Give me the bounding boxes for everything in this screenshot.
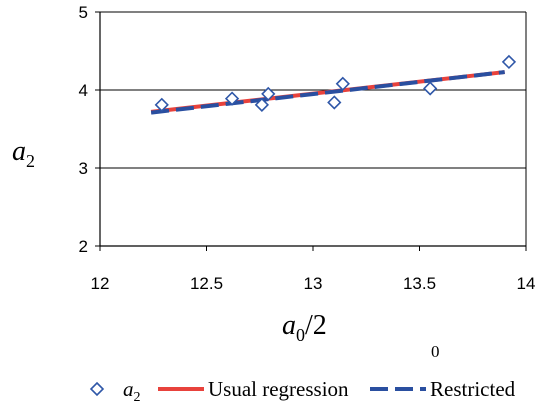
legend: a2 Usual regression Restricted (89, 377, 516, 405)
tick-labels: 2 3 4 5 12 12.5 13 13.5 14 (79, 3, 536, 293)
x-axis-stray-note: 0 (431, 342, 440, 361)
y-tick-label: 3 (79, 159, 88, 178)
grid-lines (100, 89, 526, 169)
regression-lines (150, 70, 505, 115)
data-point (423, 81, 438, 96)
data-point (224, 91, 240, 106)
series-line-restricted (150, 70, 505, 115)
data-point (501, 54, 517, 70)
data-points (154, 54, 517, 112)
legend-label-restricted: Restricted (430, 377, 516, 401)
y-tick-label: 4 (79, 81, 88, 100)
legend-label-usual: Usual regression (208, 377, 349, 401)
x-tick-label: 14 (517, 274, 536, 293)
data-point (327, 95, 342, 110)
data-point (154, 97, 169, 112)
y-axis-label: a2 (12, 136, 35, 171)
data-point (254, 97, 270, 112)
x-tick-label: 12 (91, 274, 110, 293)
x-axis-label: a0/2 (282, 310, 327, 345)
y-tick-label: 2 (79, 237, 88, 256)
y-tick-label: 5 (79, 3, 88, 22)
x-tick-label: 12.5 (190, 274, 223, 293)
data-point (335, 76, 350, 91)
legend-marker-a2 (89, 381, 105, 397)
axes (95, 11, 527, 251)
data-point (261, 86, 276, 102)
x-tick-label: 13.5 (403, 274, 436, 293)
legend-label-a2: a2 (123, 377, 141, 405)
x-tick-label: 13 (304, 274, 323, 293)
